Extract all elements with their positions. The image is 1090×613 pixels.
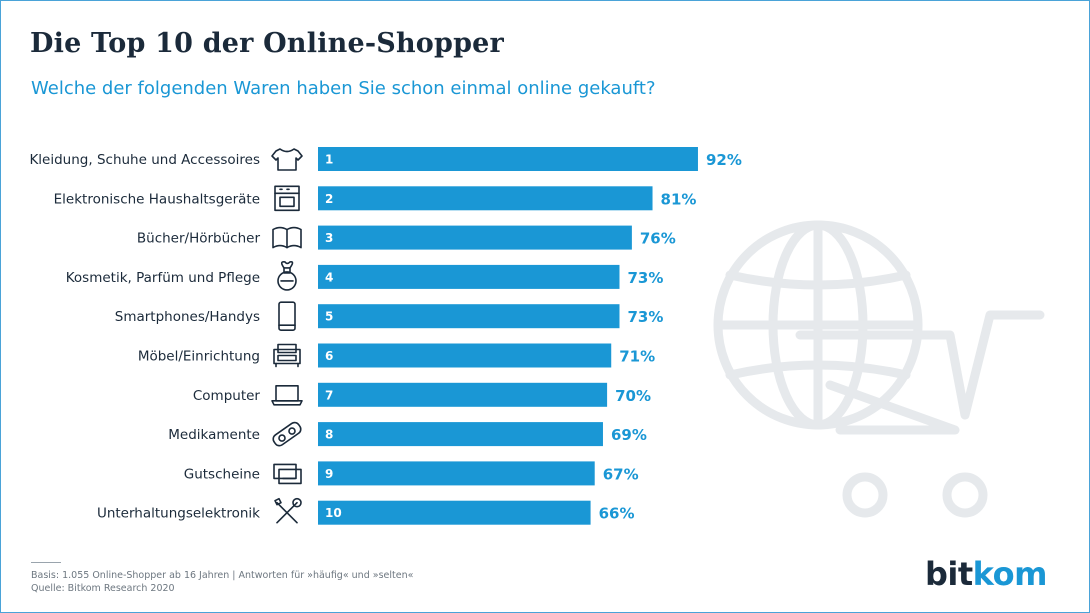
tools-icon [274,497,302,524]
smartphone-icon [278,301,296,332]
bar [318,343,612,368]
value-label: 66% [599,505,635,523]
value-label: 67% [603,465,639,483]
footnote-source: Quelle: Bitkom Research 2020 [31,583,175,594]
value-label: 71% [619,348,655,366]
rank-label: 10 [325,506,342,520]
book-icon [272,226,302,249]
rank-label: 2 [325,192,333,206]
perfume-icon [277,260,297,291]
rank-label: 3 [325,231,333,245]
voucher-icon [273,463,302,485]
value-label: 81% [661,190,697,208]
rank-label: 5 [325,310,333,324]
value-label: 92% [706,151,742,169]
category-label: Medikamente [168,427,260,443]
value-label: 69% [611,426,647,444]
category-label: Elektronische Haushaltsgeräte [54,191,260,207]
rank-label: 1 [325,153,333,167]
value-label: 73% [627,308,663,326]
rank-label: 4 [325,270,333,284]
footnote-divider [31,562,61,563]
footnote: Basis: 1.055 Online-Shopper ab 16 Jahren… [31,569,413,595]
category-label: Unterhaltungselektronik [97,506,260,522]
bar [318,186,653,211]
bar [318,422,603,447]
logo-text-bit: bit [925,555,973,593]
value-label: 73% [627,269,663,287]
logo-text-kom: kom [972,555,1048,593]
rank-label: 8 [325,428,333,442]
category-label: Smartphones/Handys [115,309,260,325]
oven-icon [274,185,300,212]
value-label: 76% [640,230,676,248]
bar [318,382,608,407]
category-label: Kleidung, Schuhe und Accessoires [29,152,260,168]
globe-cart-background-icon [713,220,1045,518]
tshirt-icon [271,148,303,171]
bar [318,264,620,289]
bar [318,225,632,250]
category-label: Gutscheine [184,466,260,482]
chart-subtitle: Welche der folgenden Waren haben Sie sch… [31,78,656,99]
laptop-icon [271,384,303,406]
rank-label: 9 [325,467,333,481]
bar [318,461,595,486]
category-label: Kosmetik, Parfüm und Pflege [66,270,260,286]
bar [318,500,591,525]
bitkom-logo: bitkom [925,555,1047,593]
value-label: 70% [615,387,651,405]
chart-title: Die Top 10 der Online-Shopper [30,28,504,59]
pills-icon [272,421,302,447]
category-label: Bücher/Hörbücher [137,231,261,247]
bar [318,304,620,329]
footnote-basis: Basis: 1.055 Online-Shopper ab 16 Jahren… [31,570,414,581]
category-label: Möbel/Einrichtung [138,349,260,365]
sofa-icon [273,343,301,368]
rank-label: 6 [325,349,333,363]
category-label: Computer [193,388,261,404]
rank-label: 7 [325,388,333,402]
bar [318,147,698,171]
